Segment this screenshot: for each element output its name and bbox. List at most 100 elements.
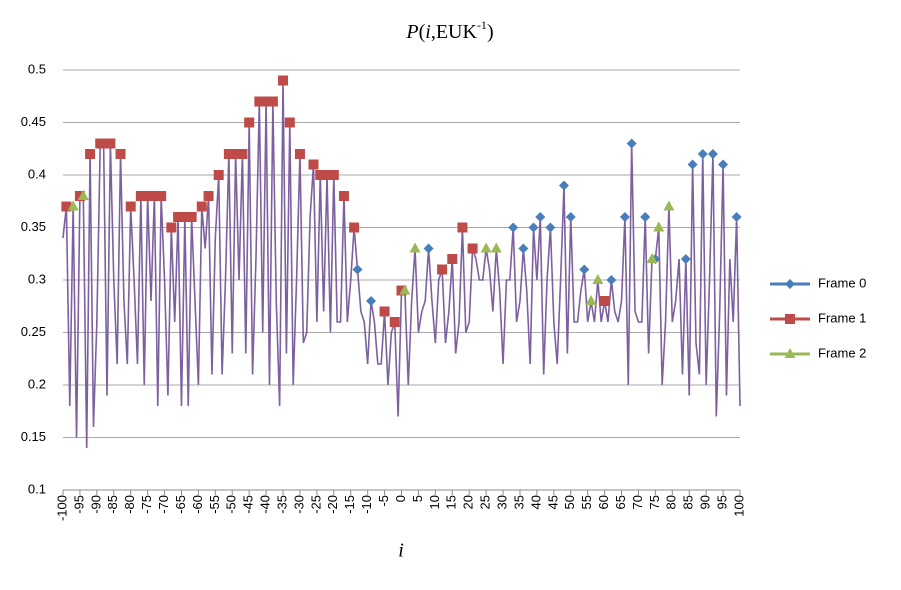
- x-tick-label: -75: [139, 495, 154, 514]
- marker: [223, 149, 234, 159]
- x-tick-label: -35: [274, 495, 289, 514]
- x-tick-label: -100: [54, 495, 69, 521]
- y-tick-label: 0.35: [21, 219, 46, 234]
- marker: [115, 149, 126, 159]
- marker: [784, 348, 796, 358]
- marker: [379, 306, 390, 317]
- marker: [480, 242, 492, 253]
- marker: [545, 222, 556, 233]
- x-tick-label: 80: [664, 495, 679, 509]
- x-tick-label: 85: [681, 495, 696, 509]
- chart-title: P(i,EUK-1): [405, 18, 493, 43]
- x-tick-label: 50: [562, 495, 577, 509]
- marker: [707, 149, 718, 159]
- marker: [278, 75, 289, 86]
- y-tick-label: 0.5: [28, 61, 46, 76]
- marker: [352, 264, 363, 275]
- marker: [447, 254, 458, 264]
- marker: [558, 180, 569, 191]
- marker: [687, 159, 698, 170]
- marker: [74, 191, 85, 201]
- marker: [366, 296, 377, 306]
- marker: [680, 254, 691, 264]
- marker: [518, 243, 529, 254]
- x-tick-label: -50: [224, 495, 239, 514]
- marker: [338, 191, 349, 201]
- title-part: i: [425, 21, 431, 43]
- legend-label: Frame 2: [818, 345, 866, 360]
- marker: [267, 96, 278, 107]
- marker: [315, 170, 326, 180]
- marker: [467, 243, 478, 254]
- x-tick-label: 100: [731, 495, 746, 517]
- legend-label: Frame 1: [818, 310, 866, 325]
- y-tick-label: 0.25: [21, 324, 46, 339]
- marker: [67, 200, 79, 211]
- marker: [85, 149, 96, 159]
- x-tick-label: -25: [308, 495, 323, 514]
- marker: [125, 201, 136, 212]
- marker: [663, 200, 675, 211]
- title-part: (: [419, 21, 426, 43]
- marker: [230, 149, 241, 159]
- marker: [718, 159, 729, 170]
- marker: [528, 222, 539, 233]
- x-tick-label: 15: [444, 495, 459, 509]
- x-tick-label: 45: [545, 495, 560, 509]
- x-tick-label: 70: [630, 495, 645, 509]
- marker: [697, 149, 708, 159]
- title-part: P: [405, 21, 418, 43]
- marker: [254, 96, 265, 107]
- marker: [244, 117, 255, 128]
- marker: [142, 191, 153, 201]
- y-tick-label: 0.15: [21, 429, 46, 444]
- x-tick-label: 65: [613, 495, 628, 509]
- marker: [105, 138, 116, 149]
- marker: [731, 212, 742, 222]
- x-tick-label: 25: [478, 495, 493, 509]
- x-tick-label: -55: [207, 495, 222, 514]
- x-tick-label: -5: [376, 495, 391, 507]
- marker: [606, 275, 617, 285]
- marker: [653, 221, 665, 232]
- x-tick-label: 35: [511, 495, 526, 509]
- series-line: [62, 80, 741, 449]
- x-axis-label: i: [398, 540, 404, 562]
- title-part: -1: [477, 18, 487, 32]
- marker: [535, 212, 546, 222]
- x-tick-label: -60: [190, 495, 205, 514]
- marker: [156, 191, 167, 201]
- y-tick-label: 0.1: [28, 481, 46, 496]
- x-tick-label: -95: [71, 495, 86, 514]
- marker: [592, 274, 604, 284]
- marker: [186, 212, 197, 222]
- x-tick-label: -45: [241, 495, 256, 514]
- x-tick-label: 95: [715, 495, 730, 509]
- marker: [61, 201, 72, 212]
- marker: [399, 284, 411, 295]
- marker: [261, 96, 272, 107]
- x-tick-label: -30: [291, 495, 306, 514]
- x-tick-label: 0: [393, 495, 408, 502]
- marker: [389, 317, 400, 327]
- x-tick-label: -10: [359, 495, 374, 514]
- x-tick-label: 60: [596, 495, 611, 509]
- y-tick-label: 0.2: [28, 376, 46, 391]
- marker: [599, 296, 610, 306]
- marker: [308, 159, 319, 170]
- marker: [396, 285, 407, 296]
- marker: [166, 222, 177, 233]
- marker: [77, 190, 89, 200]
- marker: [457, 222, 468, 233]
- y-tick-label: 0.3: [28, 271, 46, 286]
- marker: [585, 295, 597, 305]
- x-tick-label: -20: [325, 495, 340, 514]
- x-tick-label: 5: [410, 495, 425, 502]
- x-tick-label: 20: [461, 495, 476, 509]
- marker: [173, 212, 184, 222]
- marker: [565, 212, 576, 222]
- marker: [284, 117, 295, 128]
- marker: [237, 149, 248, 159]
- marker: [423, 243, 434, 254]
